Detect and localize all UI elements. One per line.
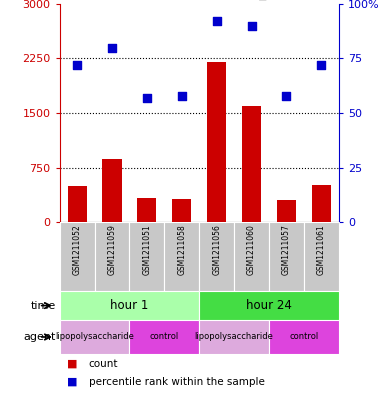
Text: hour 1: hour 1 — [110, 299, 149, 312]
Text: GSM1211058: GSM1211058 — [177, 224, 186, 275]
Bar — [95, 222, 129, 291]
Bar — [199, 222, 234, 291]
Text: agent: agent — [23, 332, 56, 342]
Point — [214, 18, 220, 24]
Text: time: time — [30, 301, 56, 310]
Bar — [199, 291, 339, 320]
Bar — [60, 291, 199, 320]
Text: lipopolysaccharide: lipopolysaccharide — [195, 332, 274, 342]
Bar — [199, 320, 269, 354]
Bar — [304, 222, 339, 291]
Text: GSM1211057: GSM1211057 — [282, 224, 291, 275]
Bar — [269, 222, 304, 291]
Point — [248, 22, 254, 29]
Text: control: control — [289, 332, 318, 342]
Text: count: count — [89, 358, 118, 369]
Point — [179, 92, 185, 99]
Bar — [129, 320, 199, 354]
Bar — [277, 200, 296, 222]
Point — [109, 44, 115, 51]
Bar — [60, 320, 129, 354]
Bar — [312, 185, 331, 222]
Text: GSM1211060: GSM1211060 — [247, 224, 256, 275]
Bar — [164, 222, 199, 291]
Text: ■: ■ — [67, 377, 78, 387]
Text: GSM1211052: GSM1211052 — [73, 224, 82, 275]
Bar — [207, 62, 226, 222]
Bar — [67, 185, 87, 222]
Text: percentile rank within the sample: percentile rank within the sample — [89, 377, 264, 387]
Text: GSM1211056: GSM1211056 — [212, 224, 221, 275]
Text: control: control — [150, 332, 179, 342]
Point — [144, 95, 150, 101]
Text: lipopolysaccharide: lipopolysaccharide — [55, 332, 134, 342]
Point — [283, 92, 290, 99]
Bar — [129, 222, 164, 291]
Text: GSM1211051: GSM1211051 — [142, 224, 151, 275]
Point — [318, 62, 325, 68]
Text: GSM1211059: GSM1211059 — [107, 224, 117, 275]
Bar — [172, 199, 191, 222]
Bar — [242, 106, 261, 222]
Bar — [137, 198, 156, 222]
Text: GSM1211061: GSM1211061 — [317, 224, 326, 275]
Point — [74, 62, 80, 68]
Bar — [60, 222, 95, 291]
Text: ■: ■ — [67, 358, 78, 369]
Bar — [234, 222, 269, 291]
Bar — [102, 159, 122, 222]
Bar — [269, 320, 339, 354]
Text: hour 24: hour 24 — [246, 299, 292, 312]
